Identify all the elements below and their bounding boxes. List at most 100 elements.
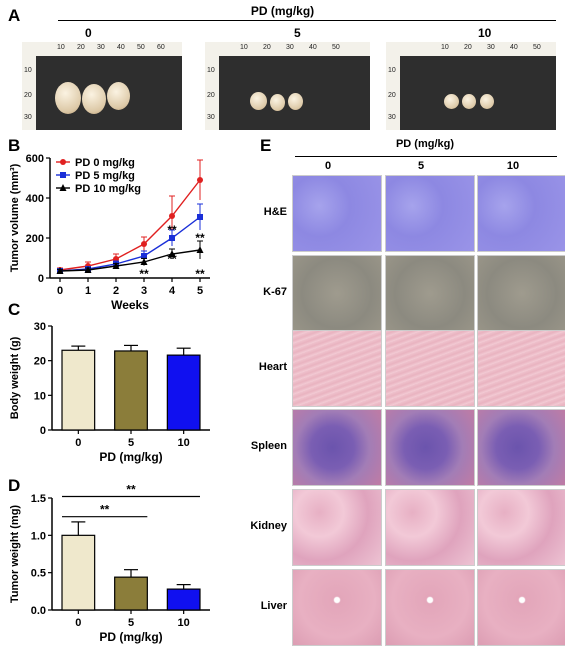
bar	[114, 350, 148, 431]
x-tick-label: 1	[85, 285, 91, 297]
data-point	[169, 235, 175, 241]
x-tick-label: 5	[128, 437, 134, 449]
row-label: Spleen	[250, 439, 287, 452]
y-tick-label: 400	[26, 193, 44, 205]
histology-image	[477, 255, 565, 332]
legend-label: PD 10 mg/kg	[75, 183, 141, 195]
x-tick-label: 0	[75, 437, 81, 449]
data-point	[84, 266, 92, 273]
histology-image	[292, 255, 382, 332]
y-tick-label: 1.0	[31, 530, 46, 542]
row-label: K-67	[263, 285, 287, 298]
panel-a-title: PD (mg/kg)	[250, 4, 315, 18]
data-point	[168, 250, 176, 257]
histology-image	[385, 489, 475, 566]
row-label: Heart	[258, 360, 287, 373]
bar	[61, 534, 96, 611]
data-point	[140, 258, 148, 265]
x-tick-label: 5	[197, 285, 203, 297]
data-point	[60, 159, 66, 165]
x-tick-label: 0	[57, 285, 63, 297]
bar	[61, 349, 96, 431]
group-label-10: 10	[478, 26, 492, 40]
ruler-horizontal: 10 20 30 40 50	[386, 42, 556, 56]
tumor-photo-10: 10 20 30 40 50 10 20 30	[386, 42, 556, 130]
tumor	[444, 94, 459, 109]
panel-label-a: A	[8, 6, 21, 25]
tumor	[462, 94, 476, 109]
column-label-0: 0	[324, 160, 332, 172]
y-tick-label: 20	[34, 356, 46, 368]
y-tick-label: 30	[34, 321, 46, 333]
y-tick-label: 0	[38, 273, 44, 285]
histology-image	[292, 569, 382, 646]
data-point	[196, 246, 204, 253]
data-point	[197, 214, 203, 220]
chart-c-body-weight: 0 10 20 30 0 5 10 PD (mg/kg) Body weight (g)	[9, 321, 210, 464]
histology-image	[477, 175, 565, 252]
y-axis-label: Tumor weight (mg)	[9, 505, 21, 604]
data-point	[112, 262, 120, 269]
panel-label-e: E	[260, 136, 272, 155]
x-tick-label: 10	[178, 437, 190, 449]
x-tick-label: 10	[178, 617, 190, 629]
histology-image	[385, 255, 475, 332]
significance-mark: **	[195, 231, 205, 245]
data-point	[56, 267, 64, 274]
tumor	[55, 82, 81, 114]
histology-image	[385, 330, 475, 407]
data-point	[59, 184, 67, 191]
significance-mark: **	[100, 503, 110, 517]
y-tick-label: 0.0	[31, 605, 46, 617]
column-label-10: 10	[506, 160, 520, 172]
tumor	[250, 92, 267, 110]
x-tick-label: 5	[128, 617, 134, 629]
panel-label-b: B	[8, 136, 21, 155]
panel-label-c: C	[8, 300, 21, 319]
x-tick-label: 3	[141, 285, 147, 297]
y-tick-label: 600	[26, 153, 44, 165]
tumor-photo-5: 10 20 30 40 50 10 20 30	[205, 42, 370, 130]
x-axis-label: Weeks	[111, 298, 149, 312]
histology-image	[477, 489, 565, 566]
panel-label-d: D	[8, 476, 21, 495]
chart-d-tumor-weight: 0.0 0.5 1.0 1.5 0 5 10 PD (mg/kg) Tumor weight (…	[9, 483, 210, 644]
legend-label: PD 5 mg/kg	[75, 170, 135, 182]
y-tick-label: 10	[34, 390, 46, 402]
significance-mark: **	[195, 267, 205, 281]
bar	[166, 588, 201, 611]
y-tick-label: 1.5	[31, 493, 46, 505]
panel-a-title-rule	[58, 20, 556, 21]
x-tick-label: 4	[169, 285, 176, 297]
ruler-horizontal: 10 20 30 40 50	[205, 42, 370, 56]
ruler-vertical: 10 20 30	[386, 42, 400, 130]
histology-image	[477, 569, 565, 646]
data-point	[141, 253, 147, 259]
tumor-photo-0: 10 20 30 40 50 60 10 20 30	[22, 42, 182, 130]
data-point	[169, 213, 175, 219]
group-label-0: 0	[85, 26, 92, 40]
legend-label: PD 0 mg/kg	[75, 157, 135, 169]
histology-image	[477, 409, 565, 486]
panel-e-title: PD (mg/kg)	[395, 138, 455, 150]
significance-mark: **	[139, 267, 149, 281]
histology-image	[477, 330, 565, 407]
tumor	[480, 94, 494, 109]
y-axis-label: Body weight (g)	[9, 336, 21, 419]
row-label: Liver	[260, 599, 287, 612]
tumor	[82, 84, 106, 114]
x-axis-label: PD (mg/kg)	[99, 450, 162, 464]
group-label-5: 5	[294, 26, 301, 40]
x-tick-label: 2	[113, 285, 119, 297]
significance-mark: **	[167, 223, 177, 237]
row-label: Kidney	[250, 519, 287, 532]
y-tick-label: 0.5	[31, 568, 46, 580]
x-axis-label: PD (mg/kg)	[99, 630, 162, 644]
row-label: H&E	[263, 205, 287, 218]
histology-image	[292, 409, 382, 486]
ruler-horizontal: 10 20 30 40 50 60	[22, 42, 182, 56]
ruler-vertical: 10 20 30	[22, 42, 36, 130]
bar	[166, 354, 201, 431]
significance-mark: **	[126, 483, 136, 497]
histology-image	[292, 330, 382, 407]
